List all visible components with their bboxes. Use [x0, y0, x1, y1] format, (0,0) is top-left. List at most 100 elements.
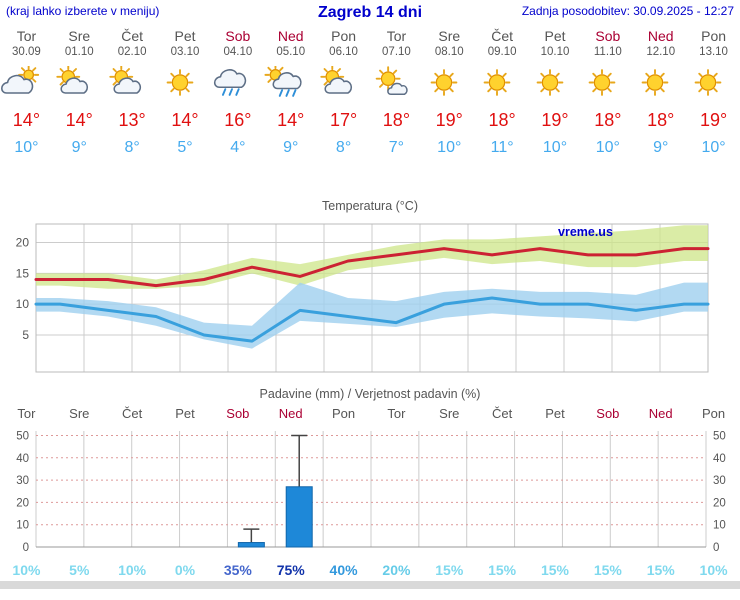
- precip-probability-row: 10% 5% 10% 0% 35% 75% 40% 20% 15% 15% 15% 15% 15% 10%: [0, 561, 740, 580]
- low-temp: 7°: [388, 139, 405, 156]
- low-temp: 10°: [437, 139, 462, 156]
- precip-probability: 15%: [540, 562, 569, 578]
- low-temp: 11°: [490, 139, 514, 156]
- precip-probability: 75%: [276, 562, 305, 578]
- high-temp: 19°: [435, 110, 463, 130]
- day-column[interactable]: Pon 06.10 17° 8°: [317, 28, 370, 158]
- day-date: 09.10: [487, 46, 517, 58]
- day-column[interactable]: Čet 09.10 18° 11°: [476, 28, 529, 158]
- day-column[interactable]: Čet 02.10 13° 8°: [106, 28, 159, 158]
- precip-day-label: Tor: [17, 406, 36, 421]
- day-column[interactable]: Pet 03.10 14° 5°: [159, 28, 212, 158]
- weather-icon-cloudy: [0, 66, 53, 102]
- day-column[interactable]: Sre 01.10 14° 9°: [53, 28, 106, 158]
- day-column[interactable]: Tor 30.09 14° 10°: [0, 28, 53, 158]
- low-temp: 9°: [653, 139, 669, 156]
- horizontal-scrollbar[interactable]: [0, 581, 740, 589]
- day-date: 04.10: [223, 46, 253, 58]
- day-date: 06.10: [329, 46, 358, 58]
- svg-text:vreme.us: vreme.us: [558, 225, 613, 239]
- precip-probability: 5%: [69, 562, 90, 578]
- day-name: Čet: [491, 28, 514, 44]
- high-temp: 18°: [488, 110, 516, 130]
- day-date: 01.10: [64, 46, 94, 58]
- svg-text:20: 20: [713, 497, 726, 509]
- day-date: 12.10: [646, 46, 676, 58]
- low-temp: 8°: [335, 139, 352, 156]
- day-name: Pon: [701, 28, 727, 44]
- high-temp: 14°: [171, 110, 199, 130]
- day-column[interactable]: Sre 08.10 19° 10°: [423, 28, 476, 158]
- day-column[interactable]: Tor 07.10 18° 7°: [370, 28, 423, 158]
- high-temp: 14°: [277, 110, 305, 130]
- day-date: 11.10: [593, 46, 622, 58]
- high-temp: 18°: [382, 110, 411, 130]
- precip-probability: 40%: [329, 562, 358, 578]
- svg-text:40: 40: [713, 453, 726, 465]
- topbar: (kraj lahko izberete v meniju) Zagreb 14…: [0, 0, 740, 22]
- day-date: 03.10: [170, 46, 200, 58]
- precip-day-label: Sre: [439, 406, 460, 421]
- high-temp: 17°: [329, 110, 358, 130]
- weather-icon-mostly-sunny: [370, 66, 423, 102]
- last-update: Zadnja posodobitev: 30.09.2025 - 12:27: [521, 4, 735, 18]
- day-name: Sre: [438, 28, 461, 44]
- svg-text:15: 15: [16, 266, 30, 280]
- weather-icon-sunny: [529, 66, 582, 102]
- low-temp: 9°: [283, 139, 299, 156]
- precip-day-label: Čet: [122, 406, 143, 421]
- day-name: Čet: [121, 28, 144, 44]
- precip-day-labels: Tor Sre Čet Pet Sob Ned Pon Tor Sre Čet Pet Sob Ned P…: [0, 405, 740, 423]
- precip-day-label: Sob: [596, 406, 620, 421]
- weather-icon-sunny: [476, 66, 529, 102]
- svg-text:30: 30: [16, 475, 29, 487]
- svg-text:20: 20: [16, 236, 30, 250]
- day-name: Ned: [277, 28, 304, 44]
- low-temp: 5°: [177, 139, 193, 156]
- day-column[interactable]: Pon 13.10 19° 10°: [687, 28, 740, 158]
- weather-icon-showers: [264, 66, 317, 102]
- weather-icon-sunny: [687, 66, 740, 102]
- precip-probability: 0%: [174, 562, 196, 578]
- precip-day-label: Pon: [702, 406, 726, 421]
- svg-text:10: 10: [16, 520, 29, 532]
- precip-day-label: Sre: [69, 406, 90, 421]
- precip-probability: 10%: [699, 562, 728, 578]
- day-name: Sre: [68, 28, 91, 44]
- precip-day-label: Čet: [492, 406, 513, 421]
- low-temp: 10°: [595, 139, 620, 156]
- day-name: Tor: [386, 28, 407, 44]
- svg-text:10: 10: [713, 520, 726, 532]
- day-date: 07.10: [382, 46, 411, 58]
- high-temp: 16°: [224, 110, 252, 130]
- low-temp: 10°: [14, 139, 39, 156]
- weather-icon-partly-cloudy: [317, 66, 370, 102]
- svg-text:20: 20: [16, 497, 29, 509]
- svg-text:5: 5: [22, 328, 29, 342]
- svg-text:30: 30: [713, 475, 726, 487]
- day-name: Sob: [595, 28, 621, 44]
- weather-icon-rain: [211, 66, 264, 102]
- svg-text:10: 10: [16, 297, 30, 311]
- low-temp: 10°: [542, 139, 568, 156]
- day-column[interactable]: Ned 05.10 14° 9°: [264, 28, 317, 158]
- high-temp: 14°: [65, 110, 93, 130]
- day-column[interactable]: Pet 10.10 19° 10°: [529, 28, 582, 158]
- low-temp: 8°: [124, 139, 140, 156]
- weather-icon-partly-cloudy: [106, 66, 159, 102]
- daily-forecast-strip: Tor 30.09 14° 10° Sre 01.10 14° 9° Čet 02.10 13° 8°…: [0, 28, 740, 158]
- day-column[interactable]: Sob 04.10 16° 4°: [211, 28, 264, 158]
- day-date: 30.09: [12, 46, 41, 58]
- svg-text:50: 50: [713, 430, 726, 442]
- precip-day-label: Pet: [545, 406, 565, 421]
- precip-probability: 15%: [488, 562, 517, 578]
- day-column[interactable]: Sob 11.10 18° 10°: [581, 28, 634, 158]
- day-column[interactable]: Ned 12.10 18° 9°: [634, 28, 687, 158]
- menu-hint: (kraj lahko izberete v meniju): [6, 4, 160, 18]
- precip-day-label: Pet: [175, 406, 195, 421]
- high-temp: 18°: [647, 110, 675, 130]
- precip-day-label: Sob: [226, 406, 250, 421]
- day-name: Ned: [647, 28, 674, 44]
- precip-probability: 15%: [646, 562, 675, 578]
